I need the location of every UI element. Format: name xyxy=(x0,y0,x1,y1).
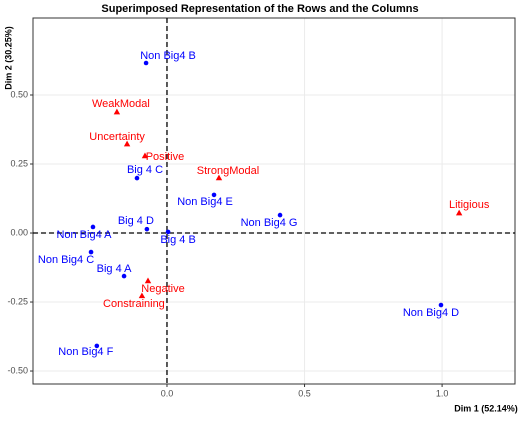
point xyxy=(113,108,121,115)
point-label: Uncertainty xyxy=(89,131,145,143)
point xyxy=(144,277,152,284)
point-label: Big 4 C xyxy=(127,164,163,176)
point xyxy=(215,174,223,181)
point-label: Non Big4 F xyxy=(58,346,113,358)
point-label: StrongModal xyxy=(197,165,259,177)
point-label: Negative xyxy=(141,283,184,295)
point-label: Litigious xyxy=(449,199,490,211)
point xyxy=(211,192,217,198)
point-label: Non Big4 D xyxy=(403,307,459,319)
x-tick-label: 1.0 xyxy=(436,388,449,398)
point-label: Non Big4 B xyxy=(140,50,196,62)
point-label: Big 4 B xyxy=(160,234,195,246)
y-tick-label: -0.50 xyxy=(7,365,28,375)
point xyxy=(165,229,171,235)
point xyxy=(143,60,149,66)
panel-border xyxy=(32,17,516,385)
point xyxy=(123,140,131,147)
point-label: WeakModal xyxy=(92,98,150,110)
y-tick-label: -0.25 xyxy=(7,296,28,306)
point-label: Non Big4 G xyxy=(241,217,298,229)
point-label: Positive xyxy=(146,151,185,163)
point xyxy=(277,212,283,218)
y-axis-label: Dim 2 (30.25%) xyxy=(3,26,13,90)
point-label: Non Big4 C xyxy=(38,254,94,266)
point-label: Non Big4 A xyxy=(56,229,112,241)
point xyxy=(134,175,140,181)
point xyxy=(144,226,150,232)
point-label: Big 4 D xyxy=(118,215,154,227)
chart-title: Superimposed Representation of the Rows … xyxy=(101,3,418,15)
point xyxy=(121,273,127,279)
point xyxy=(141,152,149,159)
x-axis-label: Dim 1 (52.14%) xyxy=(454,403,518,413)
point-label: Big 4 A xyxy=(97,263,133,275)
point xyxy=(88,249,94,255)
point xyxy=(94,343,100,349)
point-label: Constraining xyxy=(103,298,165,310)
point xyxy=(438,302,444,308)
x-tick-label: 0.0 xyxy=(161,388,174,398)
y-tick-label: 0.25 xyxy=(10,158,28,168)
point xyxy=(138,292,146,299)
y-tick-label: 0.50 xyxy=(10,89,28,99)
point-label: Non Big4 E xyxy=(177,196,233,208)
point xyxy=(90,224,96,230)
x-tick-label: 0.5 xyxy=(298,388,311,398)
point xyxy=(455,209,463,216)
y-tick-label: 0.00 xyxy=(10,227,28,237)
